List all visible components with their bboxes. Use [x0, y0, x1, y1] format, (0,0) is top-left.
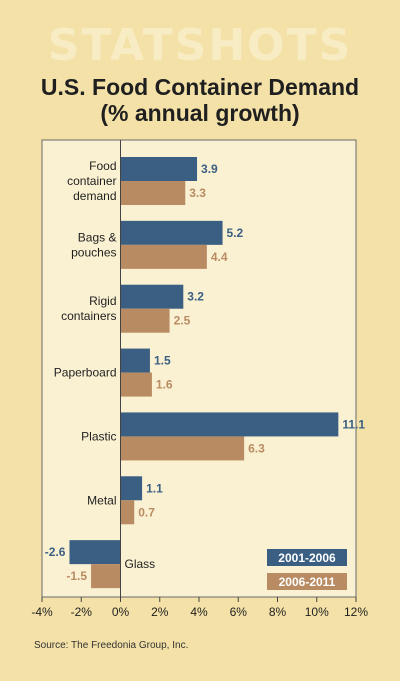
data-label: 1.1	[146, 481, 163, 495]
category-label: pouches	[71, 245, 116, 259]
data-label: 1.6	[156, 378, 173, 392]
data-label: 3.3	[189, 186, 206, 200]
x-tick-label: 6%	[230, 605, 248, 619]
x-tick-label: -2%	[71, 605, 93, 619]
chart-title: U.S. Food Container Demand	[40, 74, 360, 100]
category-label: Paperboard	[54, 366, 117, 380]
x-tick-label: 2%	[151, 605, 169, 619]
legend-label: 2006-2011	[279, 575, 336, 589]
x-tick-label: 0%	[112, 605, 130, 619]
bar-series1	[120, 220, 223, 245]
data-label: 3.2	[187, 290, 204, 304]
bar-series1	[120, 157, 198, 181]
x-tick-label: 4%	[190, 605, 208, 619]
category-label: containers	[61, 309, 116, 323]
brand-title: STATSHOTS	[47, 20, 353, 71]
data-label: 3.9	[201, 162, 218, 176]
legend-label: 2001-2006	[278, 551, 336, 565]
data-label: -2.6	[45, 545, 66, 559]
category-label: Plastic	[81, 429, 116, 443]
bar-series1	[120, 476, 143, 501]
category-label: Rigid	[89, 294, 116, 308]
legend-swatch	[267, 573, 347, 590]
bar-series2	[120, 436, 245, 461]
bar-series2	[120, 244, 207, 269]
bar-series1	[120, 284, 184, 309]
data-label: -1.5	[66, 569, 87, 583]
category-label: Food	[89, 159, 116, 173]
data-label: 0.7	[138, 505, 155, 519]
bar-series2	[120, 500, 135, 525]
bar-series2	[120, 372, 152, 397]
category-label: Bags &	[78, 230, 117, 244]
bar-series1	[120, 412, 339, 437]
x-tick-label: 8%	[269, 605, 287, 619]
category-label: Metal	[87, 493, 116, 507]
x-tick-label: 12%	[344, 605, 368, 619]
data-label: 4.4	[211, 250, 228, 264]
legend-swatch	[267, 549, 347, 566]
bar-series2	[120, 181, 186, 205]
bar-series1	[120, 348, 150, 373]
category-label: Glass	[125, 557, 156, 571]
bar-series1	[69, 540, 121, 565]
bar-series2	[120, 308, 170, 333]
bar-series2	[91, 564, 121, 589]
x-tick-label: 10%	[305, 605, 329, 619]
category-label: demand	[73, 189, 116, 203]
data-label: 1.5	[154, 354, 171, 368]
data-label: 2.5	[174, 314, 191, 328]
chart-subtitle: (% annual growth)	[100, 100, 300, 126]
x-tick-label: -4%	[31, 605, 53, 619]
data-label: 11.1	[342, 417, 365, 431]
source-note: Source: The Freedonia Group, Inc.	[34, 640, 189, 651]
category-label: container	[67, 174, 116, 188]
data-label: 5.2	[227, 226, 244, 240]
plot-area	[41, 139, 357, 598]
data-label: 6.3	[248, 441, 265, 455]
